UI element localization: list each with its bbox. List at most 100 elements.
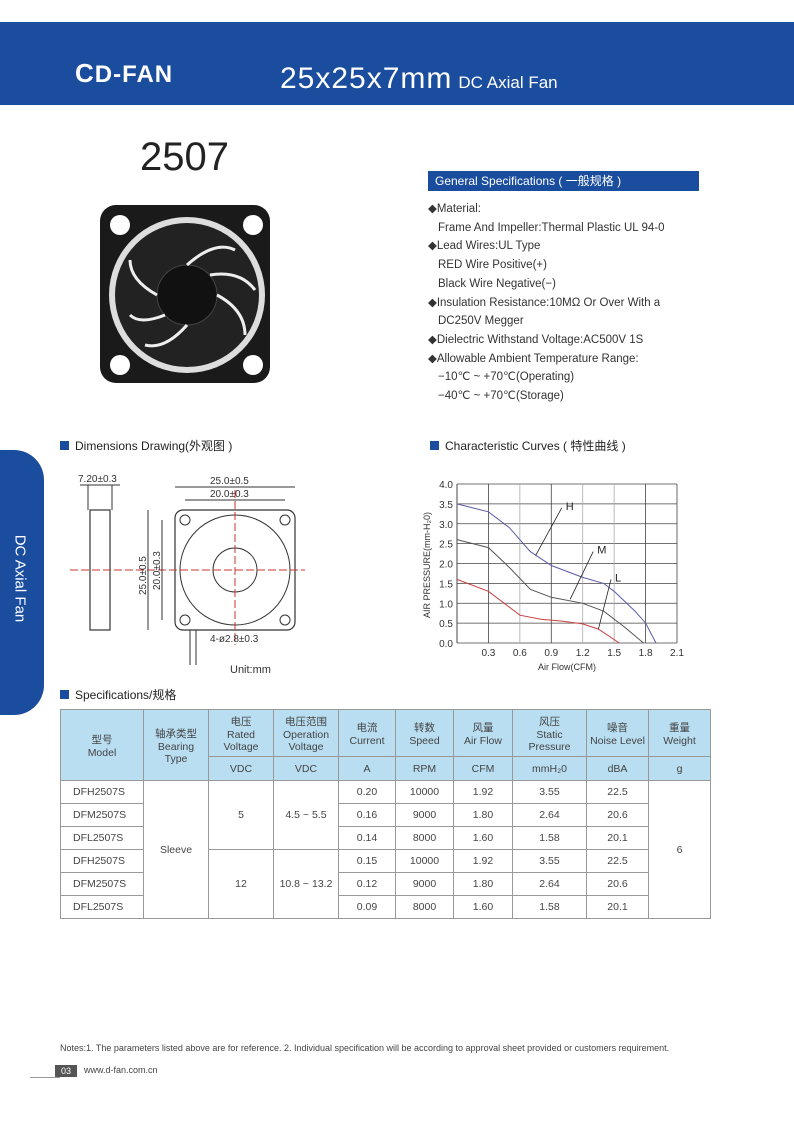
header-text: 电压范围: [285, 715, 327, 728]
value-cell: 1.92: [453, 849, 513, 873]
header-cell: 型号 Model: [60, 709, 144, 781]
general-specs-title: General Specifications ( 一般规格 ): [428, 171, 699, 191]
unit-cell: VDC: [208, 756, 274, 781]
header-text: 电压: [230, 715, 252, 728]
website-url: www.d-fan.com.cn: [84, 1065, 158, 1075]
value-cell: 2.64: [512, 803, 587, 827]
value-cell: 0.09: [338, 895, 396, 919]
value-cell: 1.58: [512, 826, 587, 850]
x-tick-label: 2.1: [670, 648, 684, 659]
general-specs-list: ◆Material: Frame And Impeller:Thermal Pla…: [428, 200, 664, 406]
spec-line: Black Wire Negative(−): [438, 277, 556, 290]
spec-line: ◆Allowable Ambient Temperature Range:: [428, 352, 639, 365]
value-cell: 3.55: [512, 849, 587, 873]
dim-label: 25.0±0.5: [210, 476, 249, 487]
model-number: 2507: [140, 135, 229, 179]
value-cell: 22.5: [586, 849, 649, 873]
table-row: DFL2507S 0.09 8000 1.60 1.58 20.1: [60, 895, 711, 919]
value-cell: 0.14: [338, 826, 396, 850]
header-text: Weight: [663, 734, 696, 747]
curve-L: [456, 578, 620, 644]
value-cell: 0.12: [338, 872, 396, 896]
header-cell: 电流 Current: [338, 709, 396, 757]
header-text: Bearing: [157, 740, 195, 753]
y-tick-label: 0.5: [439, 619, 453, 630]
value-cell: 20.1: [586, 895, 649, 919]
value-cell: 8000: [395, 895, 454, 919]
spec-line: −40℃ ~ +70℃(Storage): [438, 390, 564, 403]
spec-table-title: Specifications/规格: [60, 686, 176, 703]
x-tick-label: 0.6: [513, 648, 527, 659]
logo: CD-FAN: [75, 58, 174, 88]
spec-line: −10℃ ~ +70℃(Operating): [438, 371, 575, 384]
model-cell: DFH2507S: [60, 849, 144, 873]
header-text: Speed: [409, 734, 440, 747]
header-cell: 电压范围 Operation Voltage: [273, 709, 339, 757]
value-cell: 20.6: [586, 872, 649, 896]
header-cell: 电压 Rated Voltage: [208, 709, 274, 757]
x-axis-label: Air Flow(CFM): [538, 662, 596, 672]
dim-label: 4-ø2.8±0.3: [210, 634, 259, 645]
dim-label: 20.0±0.3: [152, 551, 163, 590]
header-cell: 风量 Air Flow: [453, 709, 513, 757]
footer-divider: [30, 1077, 60, 1078]
y-tick-label: 4.0: [439, 480, 453, 491]
unit-cell: CFM: [453, 756, 513, 781]
page-title: 25x25x7mm DC Axial Fan: [280, 62, 558, 95]
spec-line: ◆Insulation Resistance:10MΩ Or Over With…: [428, 296, 661, 309]
dim-label: 25.0±0.5: [138, 556, 149, 595]
range-cell: 10.8 ~ 13.2: [273, 849, 339, 919]
model-cell: DFL2507S: [60, 826, 144, 850]
spec-line: DC250V Megger: [438, 315, 524, 328]
y-tick-label: 2.0: [439, 560, 453, 571]
header-text: Air Flow: [464, 734, 502, 747]
unit-cell: mmH₂0: [512, 756, 587, 781]
value-cell: 0.16: [338, 803, 396, 827]
spec-line: ◆Lead Wires:UL Type: [428, 240, 541, 253]
page-number: 03: [55, 1065, 77, 1077]
spec-line: ◆Material:: [428, 203, 481, 215]
header-text: Model: [87, 746, 117, 759]
unit-cell: RPM: [395, 756, 454, 781]
side-tab: [0, 450, 44, 715]
x-tick-label: 1.2: [576, 648, 590, 659]
header-text: 噪音: [607, 721, 628, 734]
header-text: Static: [536, 728, 563, 741]
y-tick-label: 3.5: [439, 500, 453, 511]
header-text: Voltage: [288, 740, 324, 753]
header-text: 型号: [91, 733, 113, 746]
header-text: Voltage: [223, 740, 259, 753]
table-row: DFH2507S Sleeve 5 4.5 ~ 5.5 0.20 10000 1.92 3.5…: [60, 780, 711, 919]
value-cell: 9000: [395, 803, 454, 827]
x-tick-label: 1.8: [639, 648, 653, 659]
y-tick-label: 1.5: [439, 579, 453, 590]
unit-cell: g: [648, 756, 711, 781]
header-text: 重量: [669, 721, 690, 734]
unit-label: Unit:mm: [230, 664, 271, 676]
x-tick-label: 1.5: [607, 648, 621, 659]
fan-photo: [100, 205, 270, 383]
voltage-cell: 12: [208, 849, 274, 919]
header-text: 风量: [472, 721, 494, 734]
header-cell: 风压 Static Pressure: [512, 709, 587, 757]
value-cell: 8000: [395, 826, 454, 850]
square-bullet-icon: [430, 441, 439, 450]
x-tick-label: 0.9: [544, 648, 558, 659]
unit-cell: A: [338, 756, 396, 781]
value-cell: 20.1: [586, 826, 649, 850]
specifications-table: 型号 Model 轴承类型 Bearing Type 电压 Rated Voltage 电压范围…: [60, 709, 711, 919]
dim-label: 20.0±0.3: [210, 489, 249, 500]
spec-line: ◆Dielectric Withstand Voltage:AC500V 1S: [428, 333, 644, 346]
curve-pointer: [569, 551, 594, 600]
square-bullet-icon: [60, 690, 69, 699]
y-tick-label: 2.5: [439, 540, 453, 551]
model-cell: DFM2507S: [60, 803, 144, 827]
value-cell: 1.58: [512, 895, 587, 919]
y-axis-label: AIR PRESSURE(mm-H₂0): [422, 512, 432, 618]
header-text: Current: [349, 734, 385, 747]
header-text: Type: [164, 752, 188, 765]
weight-cell: 6: [648, 780, 711, 919]
model-cell: DFL2507S: [60, 895, 144, 919]
notes: Notes:1. The parameters listed above are…: [60, 1043, 670, 1053]
table-row: DFH2507S 12 10.8 ~ 13.2 0.15 10000 1.92 3.55 22…: [60, 849, 711, 919]
